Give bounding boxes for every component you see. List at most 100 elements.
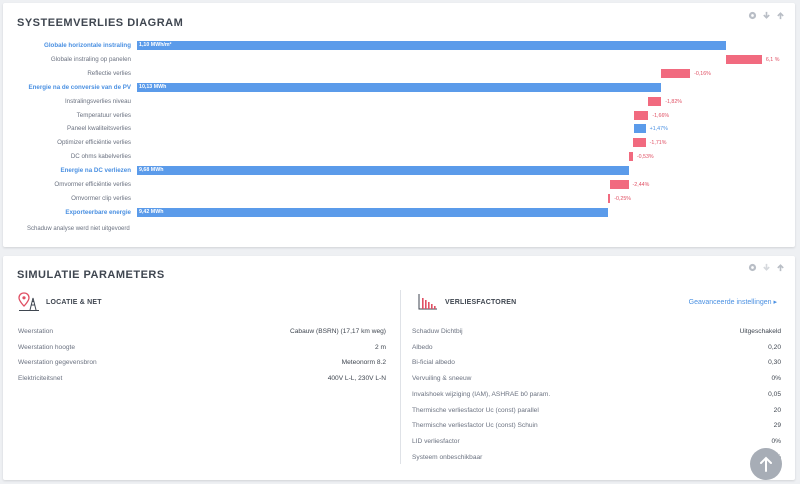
bar-chart-icon	[417, 292, 439, 312]
param-row: Albedo 0,20	[412, 341, 781, 355]
waterfall-bar-value: 10,13 MWh	[139, 83, 167, 90]
param-value: Cabauw (BSRN) (17,17 km weg)	[289, 328, 386, 335]
waterfall-bar[interactable]: 9,42 MWh	[137, 207, 609, 217]
param-key: Elektriciteitsnet	[18, 375, 63, 383]
waterfall-bar[interactable]	[608, 193, 611, 203]
waterfall-bar[interactable]	[634, 124, 646, 134]
param-row: Vervuiling & sneeuw 0%	[412, 372, 781, 386]
waterfall-row-label: Energie na DC verliezen	[60, 167, 132, 175]
param-value: 400V L-L, 230V L-N	[327, 375, 386, 383]
param-row: Systeem onbeschikbaar0%	[412, 451, 781, 465]
waterfall-bar-value: -1,66%	[652, 112, 670, 119]
shadow-footnote: Schaduw analyse werd niet uitgevoerd	[27, 226, 130, 232]
waterfall-row: Instralingsverlies niveau -1,82%	[3, 96, 795, 108]
location-grid-label: LOCATIE & NET	[46, 298, 102, 306]
param-key: Bi-ficial albedo	[412, 359, 455, 367]
waterfall-bar[interactable]: 1,10 MWh/m²	[137, 41, 726, 50]
waterfall-bar-value: +1,47%	[649, 126, 668, 133]
simulation-params-card: SIMULATIE PARAMETERS LOCATIE & NET	[3, 256, 795, 480]
waterfall-row: Reflectie verlies -0,16%	[3, 68, 795, 80]
waterfall-bar-value: -2,44%	[632, 182, 650, 188]
waterfall-row-label: Optimizer efficiëntie verlies	[57, 139, 131, 147]
waterfall-bar-value: -1,71%	[649, 140, 667, 147]
param-value: 0%	[771, 437, 781, 445]
waterfall-bar-value: 9,42 MWh	[139, 208, 164, 215]
diagram-tools	[748, 11, 785, 20]
settings-icon[interactable]	[748, 263, 757, 272]
param-value: 2 m	[375, 343, 386, 351]
collapse-icon[interactable]	[776, 11, 785, 20]
column-divider	[400, 290, 401, 464]
settings-icon[interactable]	[748, 11, 757, 20]
param-row: Elektriciteitsnet 400V L-L, 230V L-N	[18, 372, 386, 386]
waterfall-bar-value: 1,10 MWh/m²	[139, 42, 172, 48]
waterfall-row-label: Exporteerbare energie	[65, 208, 131, 216]
download-icon[interactable]	[762, 263, 771, 272]
param-value: 0%	[771, 375, 781, 383]
param-row: Schaduw Dichtbij Uitgeschakeld	[412, 325, 781, 339]
waterfall-bar[interactable]: 10,13 MWh	[137, 82, 662, 92]
waterfall-bar-value: 6,1 %	[765, 56, 780, 63]
diagram-title: SYSTEEMVERLIES DIAGRAM	[17, 17, 184, 29]
waterfall-row: Energie na DC verliezen 9,68 MWh	[3, 165, 795, 177]
waterfall-row: Omvormer clip verlies -0,25%	[3, 193, 795, 205]
chevron-right-icon: ▸	[773, 299, 777, 306]
advanced-settings-label: Geavanceerde instellingen	[688, 299, 772, 306]
waterfall-row: Optimizer efficiëntie verlies -1,71%	[3, 137, 795, 149]
waterfall-row-label: Reflectie verlies	[87, 69, 131, 77]
waterfall-bar[interactable]	[661, 68, 691, 78]
param-key: Thermische verliesfactor Uc (const) Schu…	[412, 422, 538, 430]
waterfall-row-label: Globale instraling op panelen	[50, 55, 131, 63]
loss-factors-heading: VERLIESFACTOREN	[417, 292, 516, 312]
param-key: Thermische verliesfactor Uc (const) para…	[412, 406, 539, 414]
param-key: Weerstation	[18, 328, 54, 335]
param-key: Schaduw Dichtbij	[412, 328, 463, 335]
waterfall-row: Exporteerbare energie 9,42 MWh	[3, 207, 795, 219]
location-grid-heading: LOCATIE & NET	[18, 292, 102, 312]
waterfall-bar[interactable]	[726, 54, 762, 64]
waterfall-row-label: Energie na de conversie van de PV	[28, 83, 131, 91]
waterfall-bar-value: -1,82%	[665, 98, 682, 105]
param-value: 20	[773, 406, 781, 414]
param-row: Bi-ficial albedo 0,30	[412, 356, 781, 370]
param-value: 0,05	[768, 390, 781, 398]
collapse-icon[interactable]	[776, 263, 785, 272]
advanced-settings-link[interactable]: Geavanceerde instellingen ▸	[689, 298, 777, 306]
param-key: Weerstation gegevensbron	[18, 359, 97, 367]
param-row: Invalshoek wijziging (IAM), ASHRAE b0 pa…	[412, 388, 781, 402]
waterfall-row: Globale horizontale instraling 1,10 MWh/m…	[3, 40, 795, 52]
waterfall-bar[interactable]	[609, 180, 629, 189]
waterfall-bar[interactable]	[632, 138, 646, 148]
param-row: LID verliesfactor 0%	[412, 435, 781, 449]
params-tools	[748, 263, 785, 272]
waterfall-bar-value: -0,53%	[636, 154, 654, 161]
waterfall-row: Globale instraling op panelen 6,1 %	[3, 54, 795, 66]
param-row: Thermische verliesfactor Uc (const) Schu…	[412, 419, 781, 433]
param-value: Meteonorm 8.2	[341, 359, 386, 367]
waterfall-row-label: DC ohms kabelverlies	[70, 153, 131, 161]
waterfall-bar-value: -0,16%	[694, 70, 711, 77]
params-title: SIMULATIE PARAMETERS	[17, 269, 165, 281]
system-loss-card: SYSTEEMVERLIES DIAGRAM Globale horizonta…	[3, 3, 795, 247]
param-key: Systeem onbeschikbaar	[412, 453, 483, 461]
waterfall-row-label: Omvormer efficiëntie verlies	[54, 181, 131, 188]
waterfall-row: Energie na de conversie van de PV 10,13 M…	[3, 82, 795, 94]
location-pin-icon	[18, 292, 40, 312]
waterfall-row-label: Omvormer clip verlies	[71, 194, 131, 202]
waterfall-bar[interactable]	[648, 96, 662, 106]
param-row: Weerstation Cabauw (BSRN) (17,17 km weg)	[18, 325, 386, 339]
waterfall-row: Paneel kwaliteitsverlies +1,47%	[3, 123, 795, 135]
waterfall-bar[interactable]	[628, 152, 633, 162]
waterfall-bar[interactable]: 9,68 MWh	[137, 166, 629, 176]
waterfall-bar-value: -0,25%	[614, 195, 631, 202]
waterfall-bar[interactable]	[634, 110, 649, 120]
scroll-top-button[interactable]	[750, 448, 782, 480]
param-row: Weerstation gegevensbron Meteonorm 8.2	[18, 356, 386, 370]
waterfall-row: Omvormer efficiëntie verlies -2,44%	[3, 179, 795, 191]
param-key: LID verliesfactor	[412, 437, 460, 445]
param-row: Weerstation hoogte 2 m	[18, 341, 386, 355]
waterfall-bar-value: 9,68 MWh	[139, 167, 164, 174]
param-value: 29	[773, 422, 781, 430]
download-icon[interactable]	[762, 11, 771, 20]
param-key: Vervuiling & sneeuw	[412, 375, 472, 383]
